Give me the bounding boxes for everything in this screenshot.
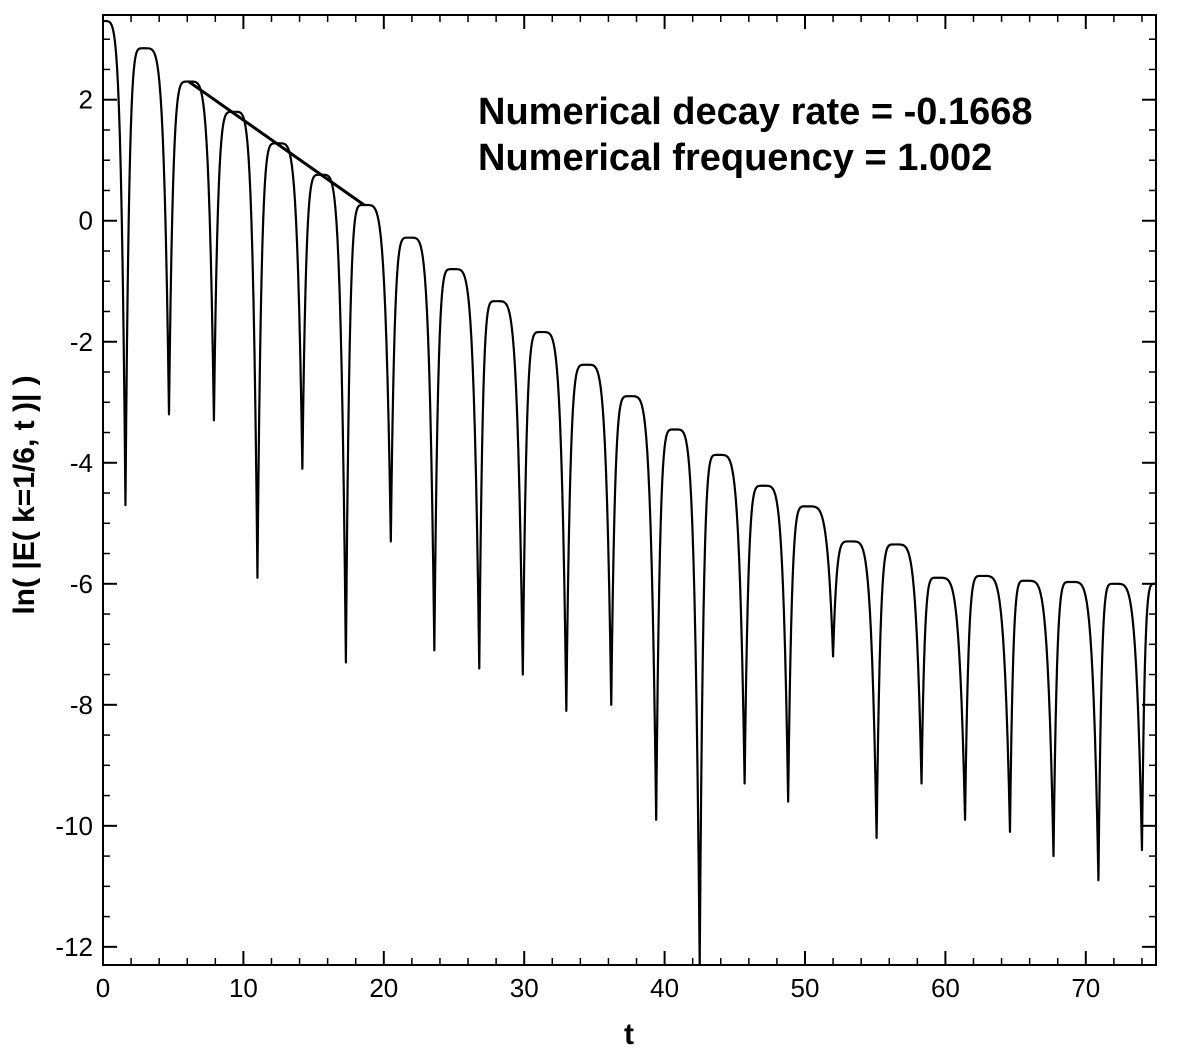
x-tick-label: 40 (650, 973, 679, 1003)
annotation-decay-rate: Numerical decay rate = -0.1668 (478, 91, 1033, 133)
x-tick-label: 30 (510, 973, 539, 1003)
x-axis-title: t (624, 1018, 634, 1051)
y-tick-label: 0 (79, 206, 93, 236)
decay-fit-line (187, 80, 366, 207)
x-tick-label: 10 (229, 973, 258, 1003)
y-tick-label: 2 (79, 85, 93, 115)
y-tick-label: -8 (70, 690, 93, 720)
plot-frame (102, 14, 1157, 966)
y-tick-label: -2 (70, 327, 93, 357)
y-tick-label: -4 (70, 448, 93, 478)
data-series (102, 19, 1157, 967)
y-tick-label: -10 (55, 811, 93, 841)
x-tick-label: 20 (369, 973, 398, 1003)
annotation-frequency: Numerical frequency = 1.002 (478, 137, 992, 179)
y-tick-label: -6 (70, 569, 93, 599)
y-axis-title: ln( |E( k=1/6, t )| ) (8, 375, 41, 614)
x-tick-label: 50 (791, 973, 820, 1003)
x-tick-label: 70 (1071, 973, 1100, 1003)
x-tick-label: 60 (931, 973, 960, 1003)
y-tick-label: -12 (55, 932, 93, 962)
x-tick-label: 0 (96, 973, 110, 1003)
